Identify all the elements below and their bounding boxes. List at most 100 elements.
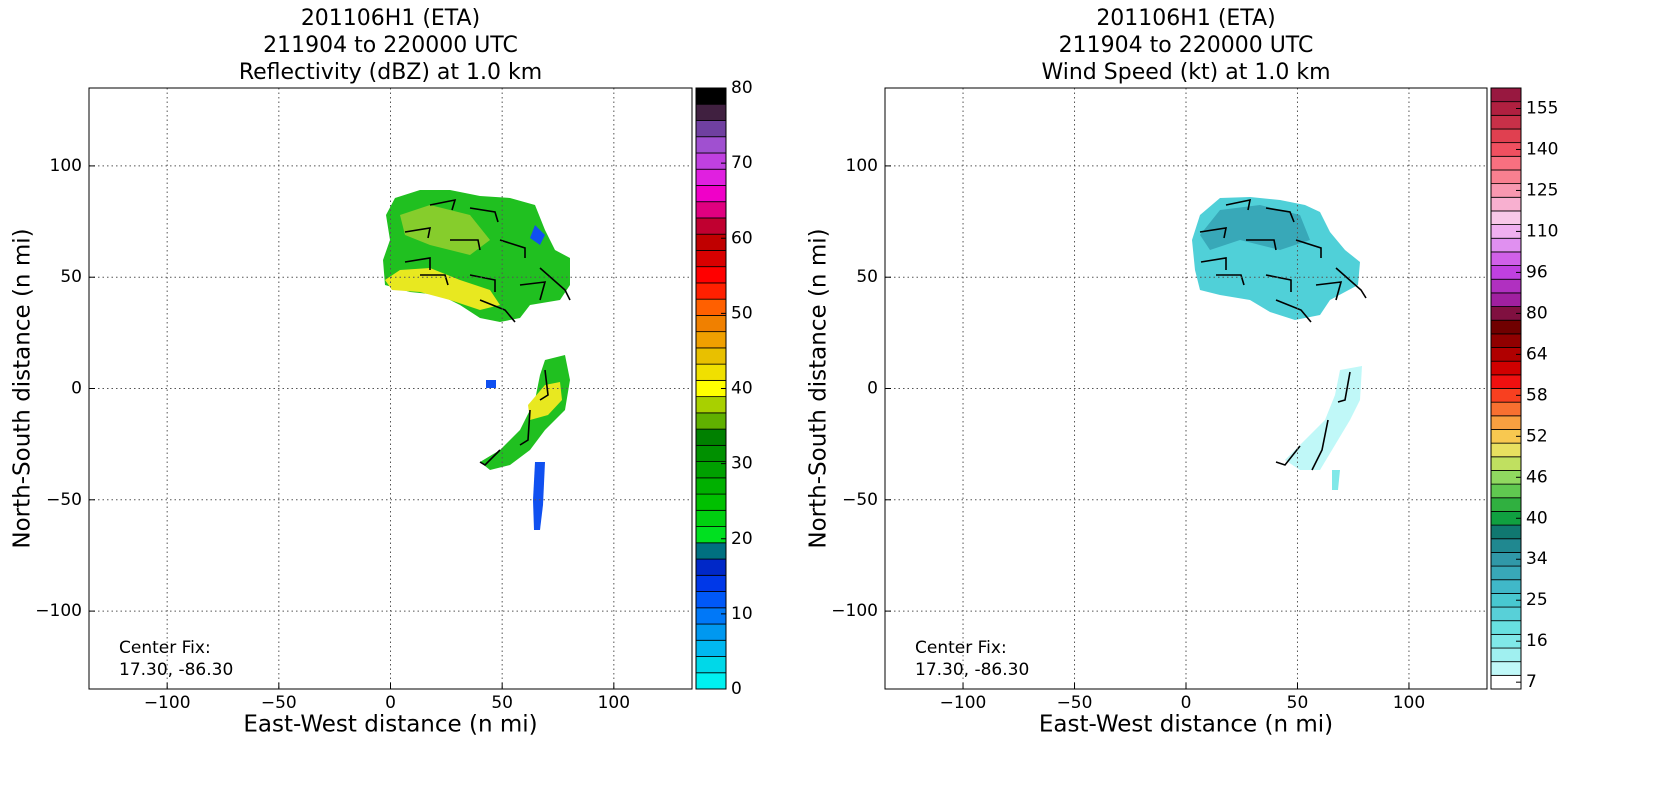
colorbar-segment <box>695 136 727 154</box>
x-axis-label: East-West distance (n mi) <box>243 712 537 738</box>
colorbar-tick-label: 34 <box>1526 549 1548 569</box>
colorbar-segment <box>695 233 727 251</box>
annotation: 17.30, -86.30 <box>119 660 233 680</box>
colorbar-tick-label: 25 <box>1526 590 1548 610</box>
colorbar-segment <box>1490 647 1522 663</box>
colorbar-segment <box>695 493 727 511</box>
colorbar-tick-label: 58 <box>1526 385 1548 405</box>
annotation: Center Fix: <box>915 638 1007 658</box>
x-tick-label: 100 <box>598 693 630 713</box>
colorbar-segment <box>1490 401 1522 417</box>
colorbar-segment <box>695 363 727 381</box>
colorbar-segment <box>1490 237 1522 253</box>
colorbar-segment <box>695 639 727 657</box>
colorbar-tick-label: 52 <box>1526 426 1548 446</box>
colorbar-tick-label: 50 <box>731 303 753 323</box>
colorbar-segment <box>695 120 727 138</box>
y-axis-label: North-South distance (n mi) <box>10 228 36 548</box>
colorbar-segment <box>695 623 727 641</box>
colorbar-segment <box>695 347 727 365</box>
colorbar-segment <box>695 574 727 592</box>
colorbar-tick-label: 7 <box>1526 672 1537 692</box>
colorbar-segment <box>695 87 727 105</box>
colorbar-segment <box>1490 169 1522 185</box>
reflectivity-field <box>383 190 570 530</box>
colorbar-segment <box>695 477 727 495</box>
colorbar-segment <box>1490 456 1522 471</box>
colorbar-segment <box>695 185 727 203</box>
chart-title: 211904 to 220000 UTC <box>263 33 518 58</box>
colorbar-segment <box>1490 579 1522 594</box>
colorbar-segment <box>695 103 727 121</box>
x-tick-label: 0 <box>385 693 396 713</box>
colorbar-segment <box>695 509 727 527</box>
colorbar-segment <box>1490 87 1522 103</box>
x-tick-label: 50 <box>1287 693 1309 713</box>
y-tick-label: 100 <box>50 156 82 176</box>
annotation: Center Fix: <box>119 638 211 658</box>
colorbar-segment <box>695 542 727 560</box>
colorbar-segment <box>1490 155 1522 171</box>
colorbar-segment <box>1490 483 1522 499</box>
colorbar-segment <box>1490 128 1522 144</box>
x-tick-label: −100 <box>144 693 191 713</box>
colorbar-tick-label: 60 <box>731 228 753 248</box>
colorbar-tick-label: 96 <box>1526 262 1548 282</box>
colorbar-tick-label: 30 <box>731 454 753 474</box>
colorbar-tick-label: 20 <box>731 529 753 549</box>
wind-speed-field <box>1192 197 1362 490</box>
colorbar-segment <box>1490 374 1522 389</box>
y-tick-label: −100 <box>35 601 82 621</box>
colorbar-segment <box>695 412 727 430</box>
colorbar-segment <box>695 396 727 414</box>
colorbar-segment <box>1490 196 1522 212</box>
colorbar-segment <box>1490 524 1522 540</box>
colorbar-tick-label: 140 <box>1526 139 1558 159</box>
x-tick-label: −50 <box>1057 693 1093 713</box>
colorbar-segment <box>1490 333 1522 348</box>
colorbar-segment <box>695 656 727 674</box>
colorbar-segment <box>1490 360 1522 376</box>
colorbar-tick-label: 46 <box>1526 467 1548 487</box>
colorbar-segment <box>1490 415 1522 430</box>
colorbar-segment <box>695 266 727 284</box>
y-tick-label: 0 <box>71 379 82 399</box>
plot-frame <box>88 87 693 690</box>
x-tick-label: 0 <box>1181 693 1192 713</box>
colorbar-segment <box>1490 620 1522 635</box>
colorbar-tick-label: 0 <box>731 679 742 699</box>
colorbar-segment <box>695 201 727 219</box>
colorbar-tick-label: 64 <box>1526 344 1548 364</box>
x-tick-label: −50 <box>261 693 297 713</box>
colorbar-segment <box>1490 114 1522 130</box>
x-tick-label: 50 <box>491 693 513 713</box>
chart-title: Wind Speed (kt) at 1.0 km <box>1041 60 1330 85</box>
colorbar-segment <box>1490 278 1522 294</box>
colorbar-tick-label: 70 <box>731 153 753 173</box>
colorbar-segment <box>1490 319 1522 335</box>
colorbar-segment <box>695 331 727 349</box>
colorbar-segment <box>695 607 727 625</box>
wind-barbs <box>404 198 1367 471</box>
colorbar-segment <box>695 672 727 690</box>
x-tick-label: −100 <box>940 693 987 713</box>
y-tick-label: 100 <box>846 156 878 176</box>
chart-title: 201106H1 (ETA) <box>301 6 480 31</box>
chart-title: Reflectivity (dBZ) at 1.0 km <box>239 60 542 85</box>
colorbar-tick-label: 110 <box>1526 221 1558 241</box>
colorbar-tick-label: 10 <box>731 604 753 624</box>
colorbar-segment <box>1490 565 1522 581</box>
colorbar-tick-label: 155 <box>1526 98 1558 118</box>
y-tick-label: 50 <box>856 267 878 287</box>
colorbar-segment <box>695 315 727 333</box>
colorbar-segment <box>695 250 727 268</box>
x-tick-label: 100 <box>1393 693 1425 713</box>
colorbar-tick-label: 80 <box>1526 303 1548 323</box>
colorbar-segment <box>1490 497 1522 512</box>
colorbar-segment <box>695 444 727 462</box>
colorbar-segment <box>695 152 727 170</box>
colorbar-segment <box>1490 661 1522 676</box>
colorbar-segment <box>1490 442 1522 458</box>
annotation: 17.30, -86.30 <box>915 660 1029 680</box>
chart-title: 211904 to 220000 UTC <box>1059 33 1314 58</box>
